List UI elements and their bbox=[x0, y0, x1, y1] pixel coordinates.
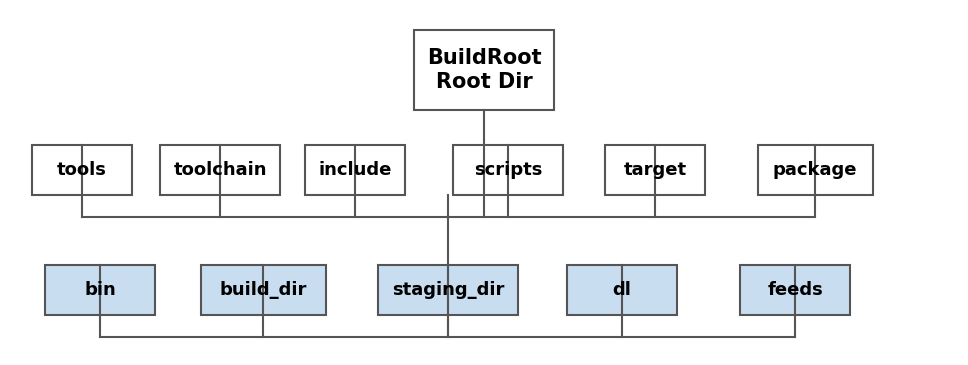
FancyBboxPatch shape bbox=[160, 145, 280, 195]
Text: feeds: feeds bbox=[767, 281, 823, 299]
Text: tools: tools bbox=[57, 161, 106, 179]
Text: target: target bbox=[623, 161, 686, 179]
Text: scripts: scripts bbox=[473, 161, 542, 179]
Text: dl: dl bbox=[613, 281, 631, 299]
FancyBboxPatch shape bbox=[414, 30, 554, 110]
FancyBboxPatch shape bbox=[567, 265, 677, 315]
Text: build_dir: build_dir bbox=[220, 281, 307, 299]
FancyBboxPatch shape bbox=[45, 265, 155, 315]
FancyBboxPatch shape bbox=[740, 265, 850, 315]
Text: package: package bbox=[772, 161, 858, 179]
Text: staging_dir: staging_dir bbox=[392, 281, 504, 299]
Text: include: include bbox=[318, 161, 392, 179]
Text: toolchain: toolchain bbox=[173, 161, 267, 179]
FancyBboxPatch shape bbox=[605, 145, 705, 195]
FancyBboxPatch shape bbox=[305, 145, 405, 195]
Text: bin: bin bbox=[84, 281, 116, 299]
FancyBboxPatch shape bbox=[200, 265, 325, 315]
Text: BuildRoot
Root Dir: BuildRoot Root Dir bbox=[427, 49, 541, 92]
FancyBboxPatch shape bbox=[758, 145, 872, 195]
FancyBboxPatch shape bbox=[32, 145, 132, 195]
FancyBboxPatch shape bbox=[453, 145, 563, 195]
FancyBboxPatch shape bbox=[378, 265, 518, 315]
